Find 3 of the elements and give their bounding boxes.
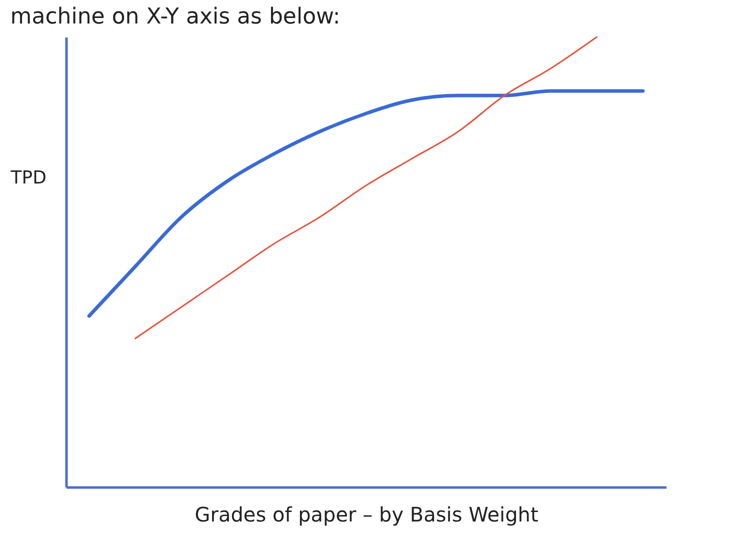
x-axis-title: Grades of paper – by Basis Weight — [194, 502, 538, 526]
y-axis-title: TPD — [10, 168, 46, 188]
chart-title: machine on X-Y axis as below: — [10, 4, 340, 30]
